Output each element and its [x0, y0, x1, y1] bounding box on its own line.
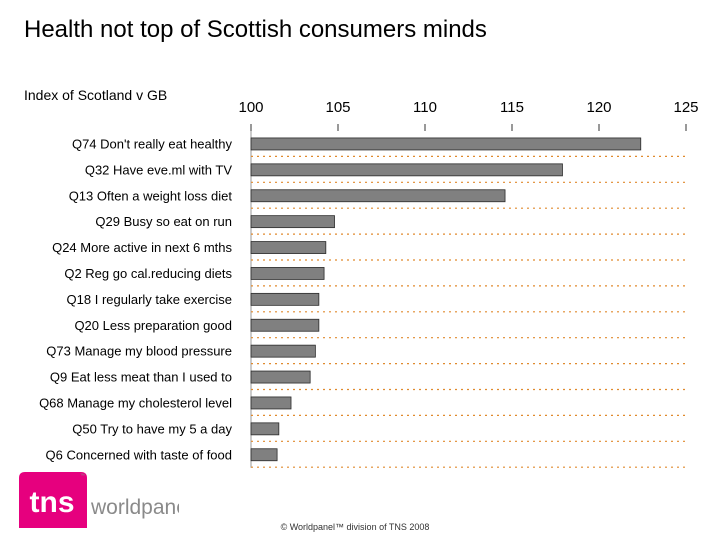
category-label: Q32 Have eve.ml with TV [85, 162, 232, 177]
tns-trademark: ™ [80, 473, 85, 479]
bar [250, 292, 320, 306]
category-label: Q2 Reg go cal.reducing diets [64, 266, 232, 281]
bar [250, 422, 280, 436]
category-label: Q6 Concerned with taste of food [46, 447, 232, 462]
bar [250, 344, 316, 358]
slide-title: Health not top of Scottish consumers min… [24, 16, 487, 43]
copyright-footer: © Worldpanel™ division of TNS 2008 [280, 522, 430, 532]
bar [250, 189, 506, 203]
category-label: Q18 I regularly take exercise [67, 292, 232, 307]
category-label: Q68 Manage my cholesterol level [39, 395, 232, 410]
chart-title: Index of Scotland v GB [24, 87, 168, 103]
category-label: Q24 More active in next 6 mths [52, 240, 232, 255]
x-tick-label: 105 [325, 99, 350, 116]
bar [250, 215, 335, 229]
category-labels: Q74 Don't really eat healthy Q32 Have eve… [39, 136, 232, 462]
bars [250, 137, 642, 462]
x-tick-label: 110 [413, 99, 437, 116]
category-label: Q50 Try to have my 5 a day [72, 421, 232, 436]
category-label: Q9 Eat less meat than I used to [50, 370, 232, 385]
x-axis: 100 105 110 115 120 125 [238, 99, 699, 131]
category-label: Q13 Often a weight loss diet [69, 188, 233, 203]
tns-logo-text: tns [30, 486, 75, 519]
category-label: Q74 Don't really eat healthy [72, 136, 233, 151]
x-tick-label: 100 [238, 99, 263, 116]
bar [250, 241, 327, 254]
category-label: Q73 Manage my blood pressure [46, 344, 232, 359]
x-tick-label: 115 [500, 99, 524, 116]
bar [250, 370, 311, 384]
x-tick-label: 120 [586, 99, 611, 116]
tns-logo-mark [19, 472, 87, 528]
bar [250, 163, 563, 177]
category-label: Q20 Less preparation good [74, 318, 232, 333]
bar [250, 137, 642, 151]
bar [250, 396, 292, 410]
category-label: Q29 Busy so eat on run [95, 214, 232, 229]
bar [250, 267, 325, 280]
x-tick-label: 125 [673, 99, 698, 116]
bar [250, 448, 278, 462]
bar [250, 318, 320, 332]
worldpanel-wordmark: worldpanel [90, 496, 179, 519]
tns-worldpanel-logo: tns ™ worldpanel [19, 472, 179, 528]
